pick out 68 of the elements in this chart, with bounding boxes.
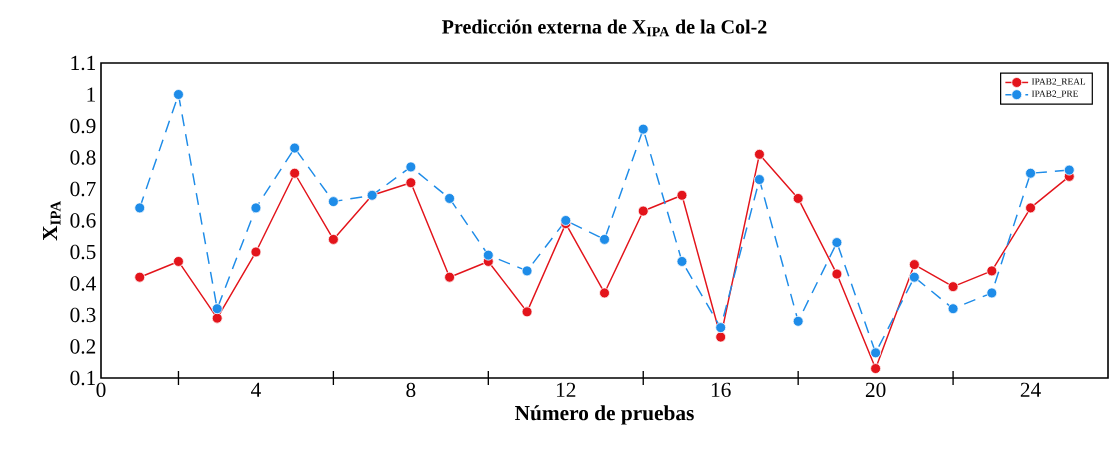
legend-label: IPAB2_REAL bbox=[1031, 78, 1086, 86]
y-tick-label: 0.1 bbox=[70, 370, 96, 386]
point bbox=[327, 196, 339, 207]
y-tick-label: 0.5 bbox=[70, 244, 96, 260]
point bbox=[134, 271, 146, 283]
point bbox=[405, 161, 417, 173]
point bbox=[211, 312, 223, 324]
point bbox=[831, 268, 843, 280]
point bbox=[908, 259, 920, 270]
point bbox=[637, 123, 649, 135]
point bbox=[482, 249, 494, 261]
point bbox=[676, 256, 688, 267]
point bbox=[599, 287, 610, 299]
y-tick-label: 0.8 bbox=[70, 150, 96, 165]
point bbox=[289, 167, 301, 179]
y-tick-label: 0.9 bbox=[70, 118, 96, 134]
y-tick-label: 0.4 bbox=[70, 276, 96, 291]
point bbox=[754, 174, 765, 185]
point bbox=[1025, 202, 1036, 214]
point bbox=[870, 347, 882, 359]
y-tick-label: 1 bbox=[87, 87, 96, 102]
point bbox=[986, 287, 998, 299]
point bbox=[521, 265, 533, 277]
x-tick-label: 12 bbox=[556, 382, 576, 397]
point bbox=[250, 202, 262, 214]
point bbox=[599, 234, 610, 245]
y-axis-title: X$_{IPA}$ bbox=[43, 200, 61, 241]
point bbox=[444, 193, 455, 204]
legend-label: IPAB2_PRE bbox=[1031, 90, 1078, 98]
x-tick-label: 24 bbox=[1020, 382, 1041, 397]
point bbox=[676, 189, 688, 201]
point bbox=[521, 306, 533, 318]
point bbox=[637, 205, 649, 217]
point bbox=[715, 322, 727, 333]
point bbox=[173, 89, 184, 100]
point bbox=[947, 281, 959, 293]
point bbox=[444, 271, 455, 283]
x-axis-title: Número de pruebas bbox=[515, 405, 694, 425]
y-tick-label: 0.7 bbox=[70, 181, 96, 197]
y-tick-label: 0.6 bbox=[70, 213, 96, 228]
chart-title: Predicción externa de X$_{IPA}$ de la Col-2 bbox=[442, 19, 767, 37]
x-tick-label: 0 bbox=[96, 382, 106, 398]
point bbox=[792, 315, 804, 327]
point bbox=[134, 202, 146, 214]
point bbox=[250, 246, 262, 258]
point bbox=[792, 193, 804, 204]
point bbox=[831, 237, 843, 248]
point bbox=[211, 303, 223, 315]
point bbox=[754, 148, 765, 160]
point bbox=[405, 177, 417, 189]
point bbox=[289, 142, 301, 154]
point bbox=[908, 271, 920, 283]
x-tick-label: 4 bbox=[251, 382, 261, 397]
point bbox=[715, 331, 727, 343]
y-tick-label: 1.1 bbox=[71, 55, 96, 71]
point bbox=[1063, 164, 1075, 176]
point bbox=[1025, 167, 1036, 179]
x-tick-label: 16 bbox=[711, 382, 731, 398]
point bbox=[947, 303, 959, 315]
point bbox=[173, 256, 184, 267]
x-tick-label: 8 bbox=[406, 382, 416, 398]
point bbox=[327, 234, 339, 245]
point bbox=[986, 265, 998, 277]
point bbox=[560, 215, 572, 226]
y-tick-label: 0.2 bbox=[70, 339, 96, 354]
point bbox=[870, 363, 882, 374]
y-tick-label: 0.3 bbox=[70, 307, 96, 323]
x-tick-label: 20 bbox=[865, 382, 886, 398]
